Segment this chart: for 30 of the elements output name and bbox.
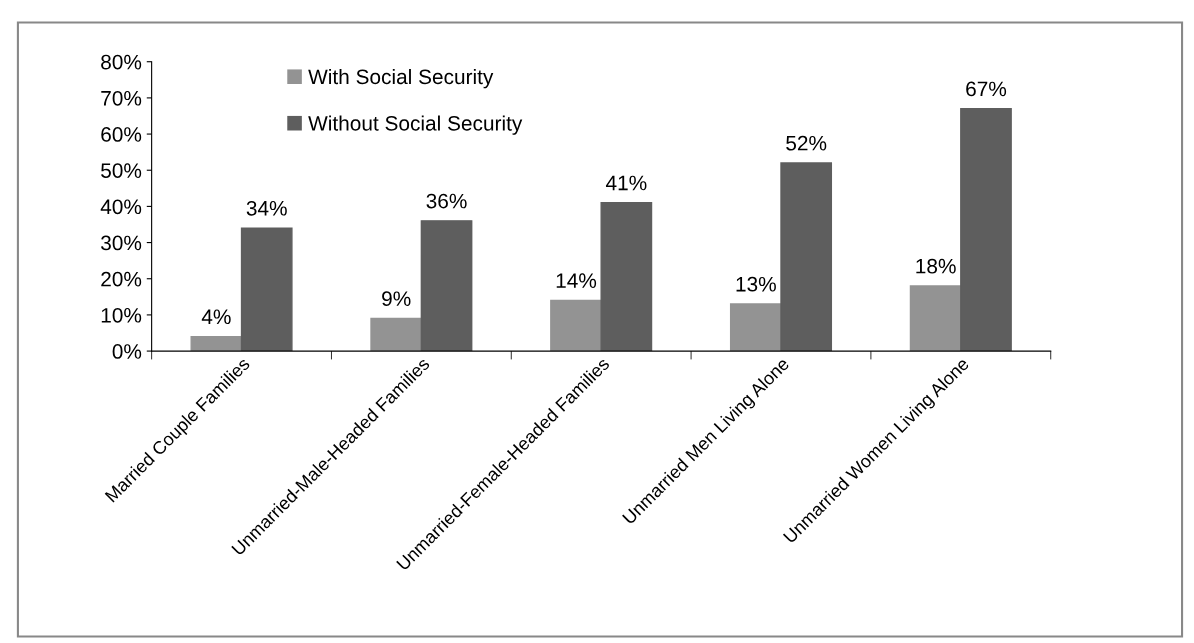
y-tick-label: 70% <box>101 90 142 106</box>
bar <box>240 227 293 352</box>
y-tick-label: 60% <box>101 127 142 142</box>
data-label: 52% <box>786 135 827 151</box>
bar <box>600 202 653 352</box>
bar <box>370 317 423 352</box>
y-tick-label: 50% <box>101 163 142 178</box>
y-tick-label: 80% <box>101 54 142 70</box>
legend-label: With Social Security <box>308 68 494 89</box>
data-label: 18% <box>916 258 956 274</box>
data-label: 13% <box>736 276 776 292</box>
data-label: 9% <box>382 291 411 307</box>
y-tick-label: 0% <box>112 344 142 359</box>
bar <box>960 108 1012 352</box>
legend-label: Without Social Security <box>308 115 523 135</box>
bar <box>729 303 782 352</box>
data-label: 36% <box>426 193 467 209</box>
y-tick-label: 40% <box>100 199 142 215</box>
bar <box>550 299 602 352</box>
bar <box>420 220 473 352</box>
bar <box>780 162 833 352</box>
data-label: 67% <box>966 81 1007 97</box>
data-label: 34% <box>246 200 287 216</box>
data-label: 14% <box>556 273 597 288</box>
y-tick-label: 20% <box>101 271 142 287</box>
y-tick-label: 30% <box>101 235 142 251</box>
data-label: 4% <box>201 309 231 325</box>
data-label: 41% <box>605 175 647 191</box>
y-tick-label: 10% <box>101 307 142 323</box>
bar <box>909 285 962 352</box>
